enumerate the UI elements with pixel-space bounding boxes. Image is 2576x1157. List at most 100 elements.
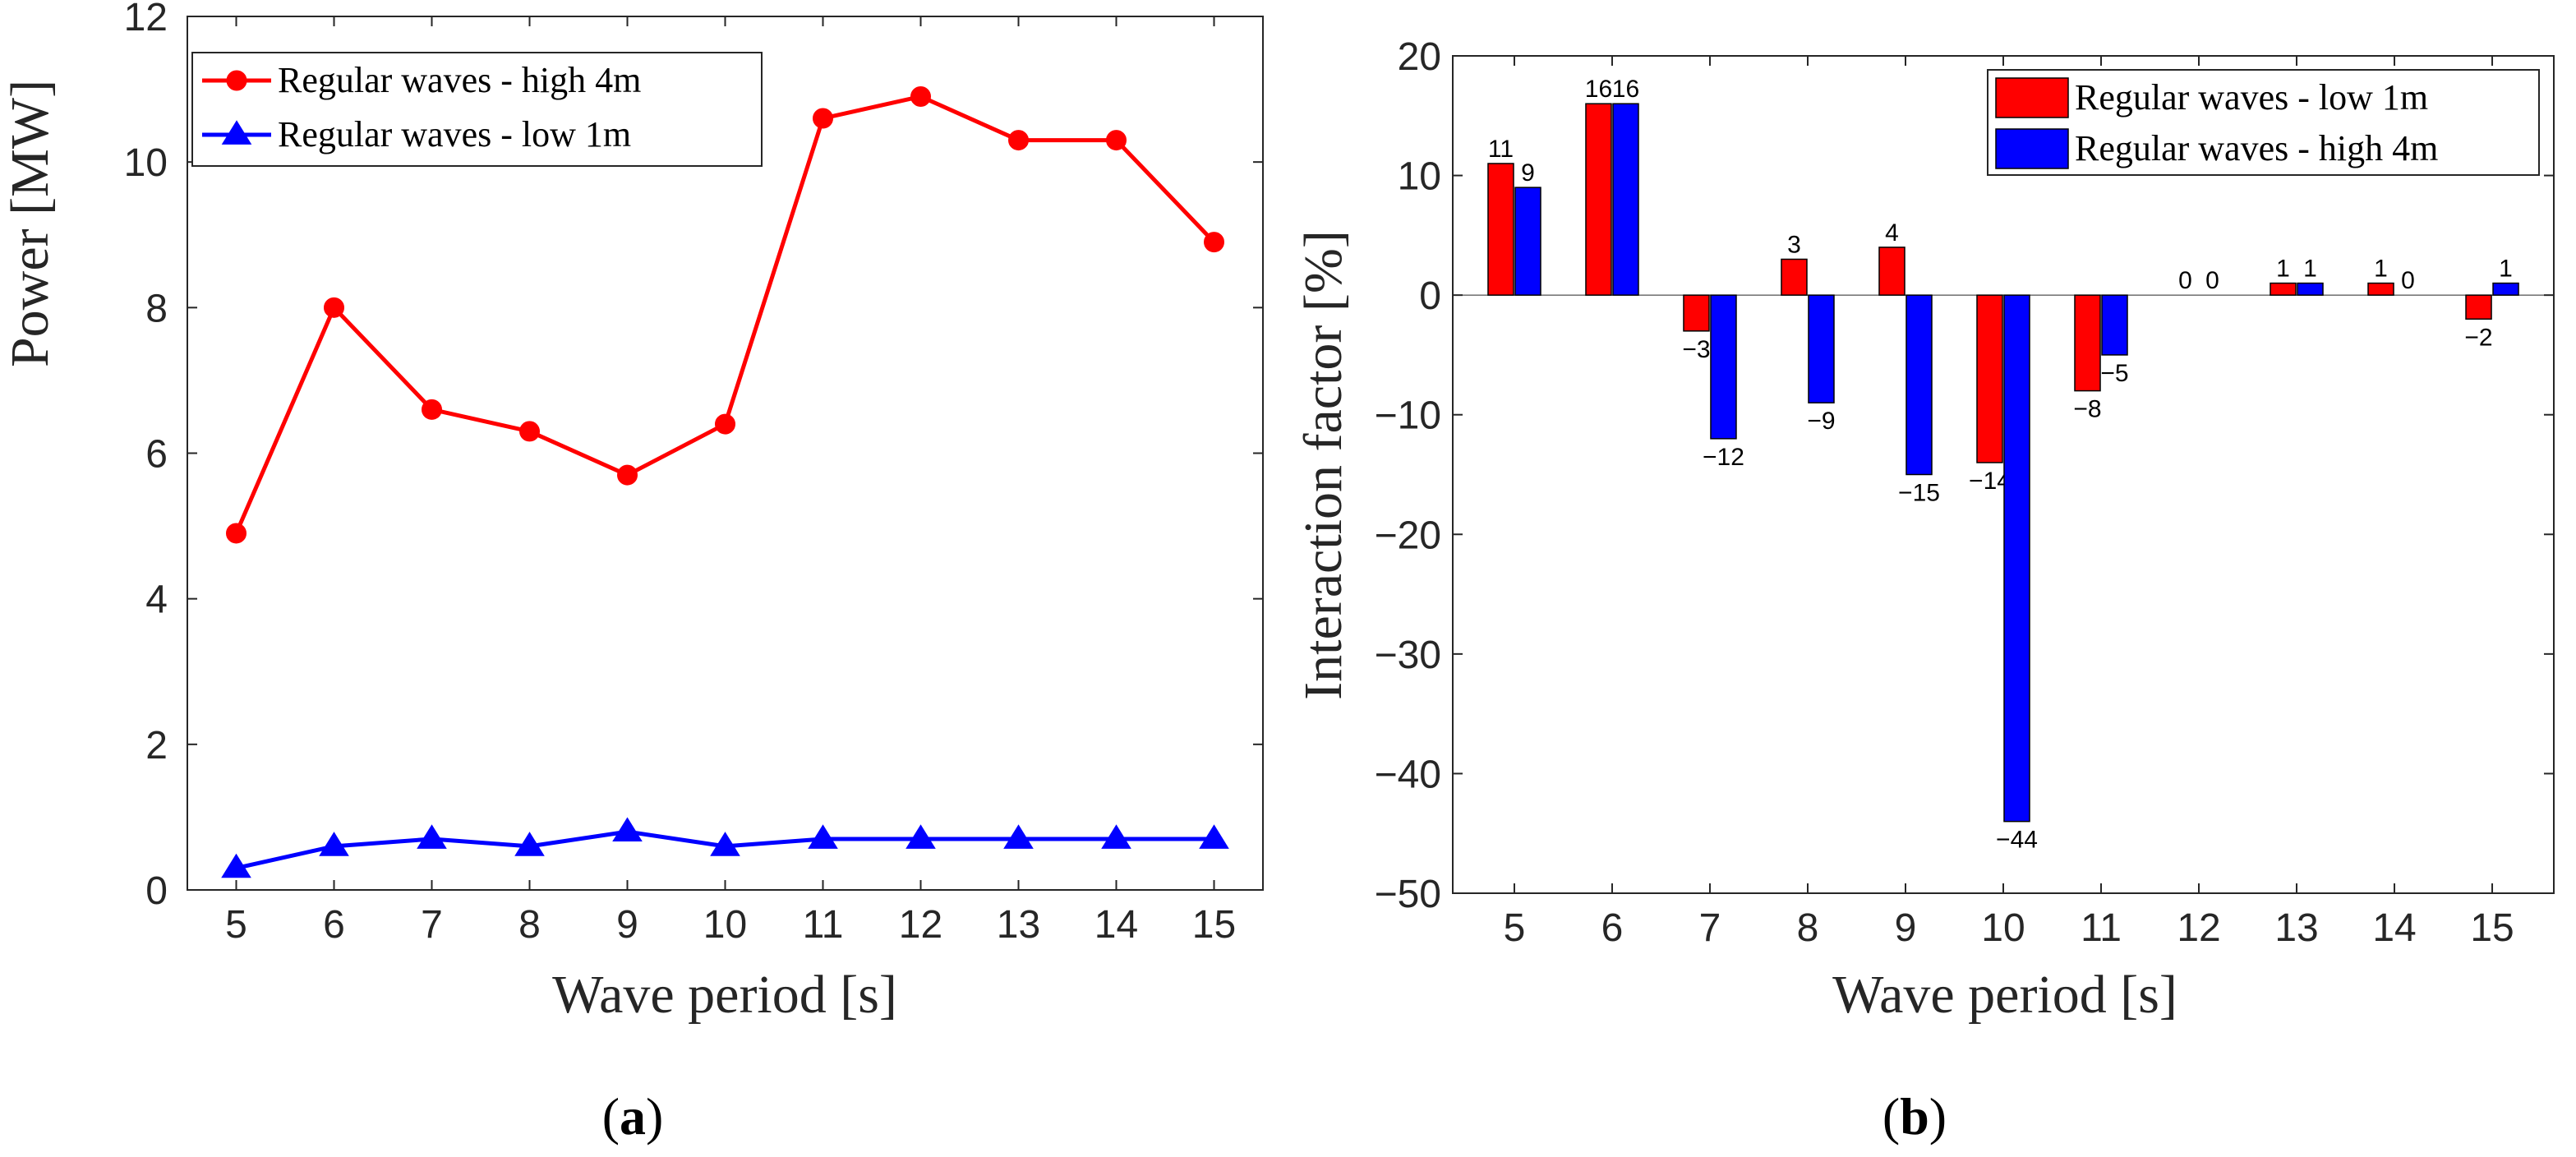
chart-b-data-label: 1	[2276, 256, 2290, 283]
chart-b-x-axis-label: Wave period [s]	[1832, 965, 2177, 1025]
chart-a-x-tick-label: 12	[899, 903, 942, 947]
chart-b-data-label: 0	[2205, 267, 2219, 294]
chart-b-y-tick-label: −50	[1375, 873, 1441, 916]
chart-b-data-label: 16	[1585, 76, 1612, 103]
chart-a-data-point	[1003, 824, 1034, 849]
chart-b-bar	[1878, 247, 1906, 296]
chart-a-y-tick-label: 8	[145, 287, 168, 330]
chart-b-bar	[1906, 294, 1933, 476]
chart-a-data-point	[906, 824, 936, 849]
chart-b-data-label: 1	[2499, 256, 2513, 283]
chart-b-legend-swatch	[1995, 77, 2069, 118]
chart-b-bar	[2003, 294, 2030, 823]
chart-b-legend-label: Regular waves - low 1m	[2075, 77, 2428, 118]
chart-b-data-label: 1	[2374, 256, 2388, 283]
panel-b-bar-chart: Interaction factor [%] Wave period [s] (…	[1293, 35, 2555, 1145]
chart-a-data-point	[710, 832, 740, 856]
chart-a-y-tick-label: 2	[145, 724, 168, 767]
chart-b-y-tick-label: −30	[1375, 634, 1441, 677]
chart-b-y-axis-label: Interaction factor [%]	[1293, 230, 1353, 700]
chart-b-x-tick-label: 11	[2081, 906, 2122, 950]
chart-a-x-axis-label: Wave period [s]	[552, 965, 897, 1025]
chart-a-data-point	[221, 853, 251, 878]
chart-b-data-label: −9	[1807, 408, 1835, 435]
chart-b-data-label: −2	[2464, 324, 2492, 351]
chart-b-data-label: −15	[1898, 480, 1940, 507]
chart-b-bar	[1514, 187, 1541, 296]
chart-b-data-label: 11	[1488, 136, 1514, 163]
chart-a-y-tick-label: 0	[145, 869, 168, 913]
chart-b-bar	[2367, 282, 2394, 296]
chart-b-legend-box	[1987, 69, 2540, 176]
chart-b-data-label: 1	[2303, 256, 2317, 283]
chart-b-legend-swatch	[1995, 128, 2069, 169]
chart-a-x-tick-label: 5	[225, 903, 247, 947]
chart-b-data-label: −44	[1996, 827, 2038, 854]
chart-b-bar	[1808, 294, 1835, 403]
chart-a-data-point	[715, 413, 735, 435]
chart-a-data-point	[319, 832, 349, 856]
chart-a-x-tick-label: 14	[1094, 903, 1138, 947]
chart-b-bar	[1683, 294, 1710, 332]
chart-a-x-tick-label: 15	[1192, 903, 1236, 947]
chart-a-data-point	[226, 523, 247, 544]
chart-b-x-tick-label: 14	[2372, 906, 2416, 950]
chart-a-x-tick-label: 7	[421, 903, 443, 947]
chart-b-data-label: −3	[1682, 336, 1710, 363]
chart-a-subfigure-label: (a)	[602, 1087, 664, 1145]
chart-a-data-point	[1008, 130, 1029, 151]
chart-b-bar	[1612, 103, 1639, 296]
chart-a-legend-marker	[226, 70, 247, 91]
chart-b-data-label: 9	[1521, 159, 1535, 187]
chart-b-bar	[2297, 282, 2324, 296]
chart-a-data-point	[1204, 232, 1224, 253]
chart-a-data-point	[813, 108, 833, 129]
chart-a-x-tick-label: 11	[803, 903, 844, 947]
chart-b-bar	[1710, 294, 1737, 440]
chart-b-x-tick-label: 10	[1981, 906, 2025, 950]
chart-b-x-tick-label: 5	[1504, 906, 1526, 950]
chart-a-data-point	[910, 85, 931, 107]
chart-b-bar	[1976, 294, 2003, 463]
chart-a-x-tick-label: 13	[997, 903, 1040, 947]
chart-b-y-tick-label: −40	[1375, 753, 1441, 796]
chart-b-data-label: −8	[2073, 396, 2101, 423]
chart-b-bar	[2492, 282, 2519, 296]
chart-a-y-tick-label: 10	[124, 141, 168, 185]
chart-b-bar	[1781, 258, 1808, 296]
chart-a-x-tick-label: 10	[703, 903, 747, 947]
chart-a-data-point	[1106, 130, 1127, 151]
chart-a-x-tick-label: 6	[323, 903, 345, 947]
chart-b-bar	[2101, 294, 2128, 356]
chart-a-y-tick-label: 6	[145, 433, 168, 477]
chart-b-data-label: 0	[2178, 267, 2192, 294]
chart-a-legend-label: Regular waves - high 4m	[278, 60, 641, 100]
chart-a-data-point	[1199, 824, 1229, 849]
chart-a-data-point	[417, 824, 447, 849]
chart-a-legend-marker	[221, 120, 252, 145]
chart-a-y-tick-label: 4	[145, 578, 168, 622]
chart-b-data-label: 3	[1787, 231, 1801, 258]
chart-b-data-label: −5	[2100, 360, 2128, 387]
chart-b-x-tick-label: 12	[2177, 906, 2220, 950]
chart-b-data-label: 16	[1612, 76, 1639, 103]
chart-b-y-tick-label: 10	[1398, 155, 1441, 199]
chart-b-subfigure-label: (b)	[1882, 1087, 1947, 1145]
chart-a-legend-label: Regular waves - low 1m	[278, 114, 631, 154]
chart-a-data-point	[617, 464, 638, 486]
chart-b-x-tick-label: 7	[1699, 906, 1721, 950]
chart-b-x-tick-label: 8	[1797, 906, 1819, 950]
chart-a-x-tick-label: 8	[518, 903, 541, 947]
chart-b-bar	[2270, 282, 2297, 296]
chart-a-legend-box	[191, 52, 763, 167]
chart-a-data-point	[422, 399, 442, 420]
chart-b-bar	[1585, 103, 1612, 296]
chart-b-bar	[1487, 163, 1514, 296]
chart-a-data-point	[1101, 824, 1131, 849]
chart-b-x-tick-label: 13	[2274, 906, 2318, 950]
chart-a-data-point	[324, 297, 344, 318]
chart-a-y-tick-label: 12	[124, 0, 168, 39]
chart-b-x-tick-label: 9	[1895, 906, 1917, 950]
chart-b-data-label: 0	[2401, 267, 2415, 294]
